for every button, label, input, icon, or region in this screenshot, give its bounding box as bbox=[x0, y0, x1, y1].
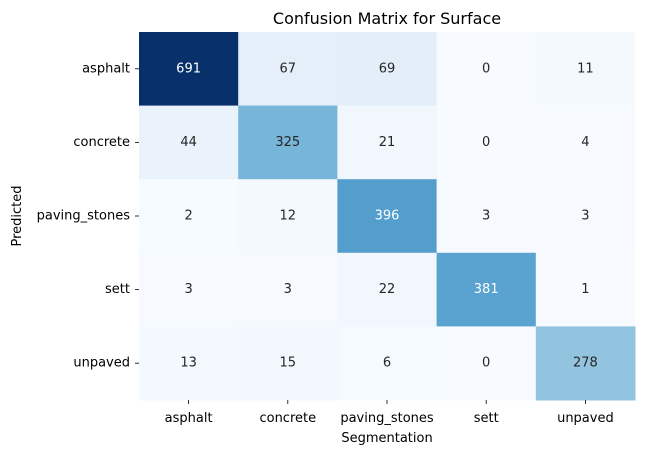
cell-value-asphalt-paving_stones: 69 bbox=[379, 61, 396, 76]
heatmap-cell-paving_stones-paving_stones bbox=[337, 179, 438, 254]
cell-value-concrete-unpaved: 4 bbox=[581, 135, 589, 150]
heatmap-cell-unpaved-paving_stones bbox=[337, 326, 438, 401]
heatmap-cell-concrete-concrete bbox=[238, 105, 338, 180]
y-tick-label-sett: sett bbox=[105, 282, 130, 297]
cell-value-paving_stones-asphalt: 2 bbox=[184, 209, 192, 224]
heatmap-cell-asphalt-concrete bbox=[238, 32, 338, 107]
cell-value-asphalt-concrete: 67 bbox=[280, 61, 297, 76]
cell-value-unpaved-unpaved: 278 bbox=[573, 356, 598, 371]
cell-value-concrete-paving_stones: 21 bbox=[379, 135, 396, 150]
cell-value-sett-unpaved: 1 bbox=[581, 282, 589, 297]
cell-value-sett-sett: 381 bbox=[474, 282, 499, 297]
heatmap-cell-unpaved-concrete bbox=[238, 326, 338, 401]
heatmap-cell-sett-unpaved bbox=[535, 252, 636, 327]
heatmap-cell-paving_stones-concrete bbox=[238, 179, 338, 254]
x-tick-label-concrete: concrete bbox=[259, 411, 316, 426]
heatmap-cell-sett-paving_stones bbox=[337, 252, 438, 327]
heatmap-cell-sett-sett bbox=[436, 252, 537, 327]
heatmap-cell-concrete-unpaved bbox=[535, 105, 636, 180]
chart-title: Confusion Matrix for Surface bbox=[273, 9, 501, 28]
cell-value-concrete-asphalt: 44 bbox=[180, 135, 197, 150]
x-tick-label-sett: sett bbox=[474, 411, 499, 426]
heatmap-cell-concrete-paving_stones bbox=[337, 105, 438, 180]
cell-value-paving_stones-sett: 3 bbox=[482, 209, 490, 224]
cell-value-paving_stones-concrete: 12 bbox=[280, 209, 297, 224]
heatmap-cell-labels: 691 67 69 0 11 44 325 21 0 4 2 12 396 3 3 3 3 22 381 1 13 15 6… bbox=[176, 61, 598, 370]
cell-value-sett-paving_stones: 22 bbox=[379, 282, 396, 297]
y-axis-label: Predicted bbox=[10, 185, 25, 246]
heatmap-cell-asphalt-unpaved bbox=[535, 32, 636, 107]
heatmap-cell-paving_stones-asphalt bbox=[139, 179, 239, 254]
heatmap-cell-paving_stones-unpaved bbox=[535, 179, 636, 254]
heatmap-cell-sett-asphalt bbox=[139, 252, 239, 327]
heatmap-cell-concrete-sett bbox=[436, 105, 537, 180]
cell-value-concrete-concrete: 325 bbox=[275, 135, 300, 150]
heatmap-cell-unpaved-asphalt bbox=[139, 326, 239, 401]
y-tick-label-asphalt: asphalt bbox=[82, 61, 130, 76]
heatmap-cell-asphalt-asphalt bbox=[139, 32, 239, 107]
cell-value-unpaved-concrete: 15 bbox=[280, 356, 297, 371]
x-tick-labels: asphalt concrete paving_stones sett unpaved bbox=[165, 400, 614, 426]
cell-value-paving_stones-unpaved: 3 bbox=[581, 209, 589, 224]
cell-value-unpaved-asphalt: 13 bbox=[180, 356, 197, 371]
cell-value-asphalt-asphalt: 691 bbox=[176, 61, 201, 76]
cell-value-sett-concrete: 3 bbox=[284, 282, 292, 297]
heatmap-cell-asphalt-sett bbox=[436, 32, 537, 107]
heatmap-cells bbox=[139, 32, 636, 401]
y-tick-label-unpaved: unpaved bbox=[73, 356, 130, 371]
cell-value-asphalt-unpaved: 11 bbox=[577, 61, 594, 76]
cell-value-paving_stones-paving_stones: 396 bbox=[375, 209, 400, 224]
x-axis-label: Segmentation bbox=[341, 431, 432, 446]
cell-value-sett-asphalt: 3 bbox=[184, 282, 192, 297]
heatmap-cell-concrete-asphalt bbox=[139, 105, 239, 180]
x-tick-label-paving_stones: paving_stones bbox=[340, 411, 434, 426]
x-tick-label-unpaved: unpaved bbox=[557, 411, 614, 426]
y-tick-label-paving_stones: paving_stones bbox=[37, 209, 131, 224]
cell-value-asphalt-sett: 0 bbox=[482, 61, 490, 76]
x-tick-label-asphalt: asphalt bbox=[165, 411, 213, 426]
cell-value-unpaved-paving_stones: 6 bbox=[383, 356, 391, 371]
cell-value-concrete-sett: 0 bbox=[482, 135, 490, 150]
heatmap-cell-paving_stones-sett bbox=[436, 179, 537, 254]
y-tick-label-concrete: concrete bbox=[73, 135, 130, 150]
heatmap-cell-sett-concrete bbox=[238, 252, 338, 327]
heatmap-cell-unpaved-sett bbox=[436, 326, 537, 401]
heatmap-cell-asphalt-paving_stones bbox=[337, 32, 438, 107]
heatmap-cell-unpaved-unpaved bbox=[535, 326, 636, 401]
cell-value-unpaved-sett: 0 bbox=[482, 356, 490, 371]
